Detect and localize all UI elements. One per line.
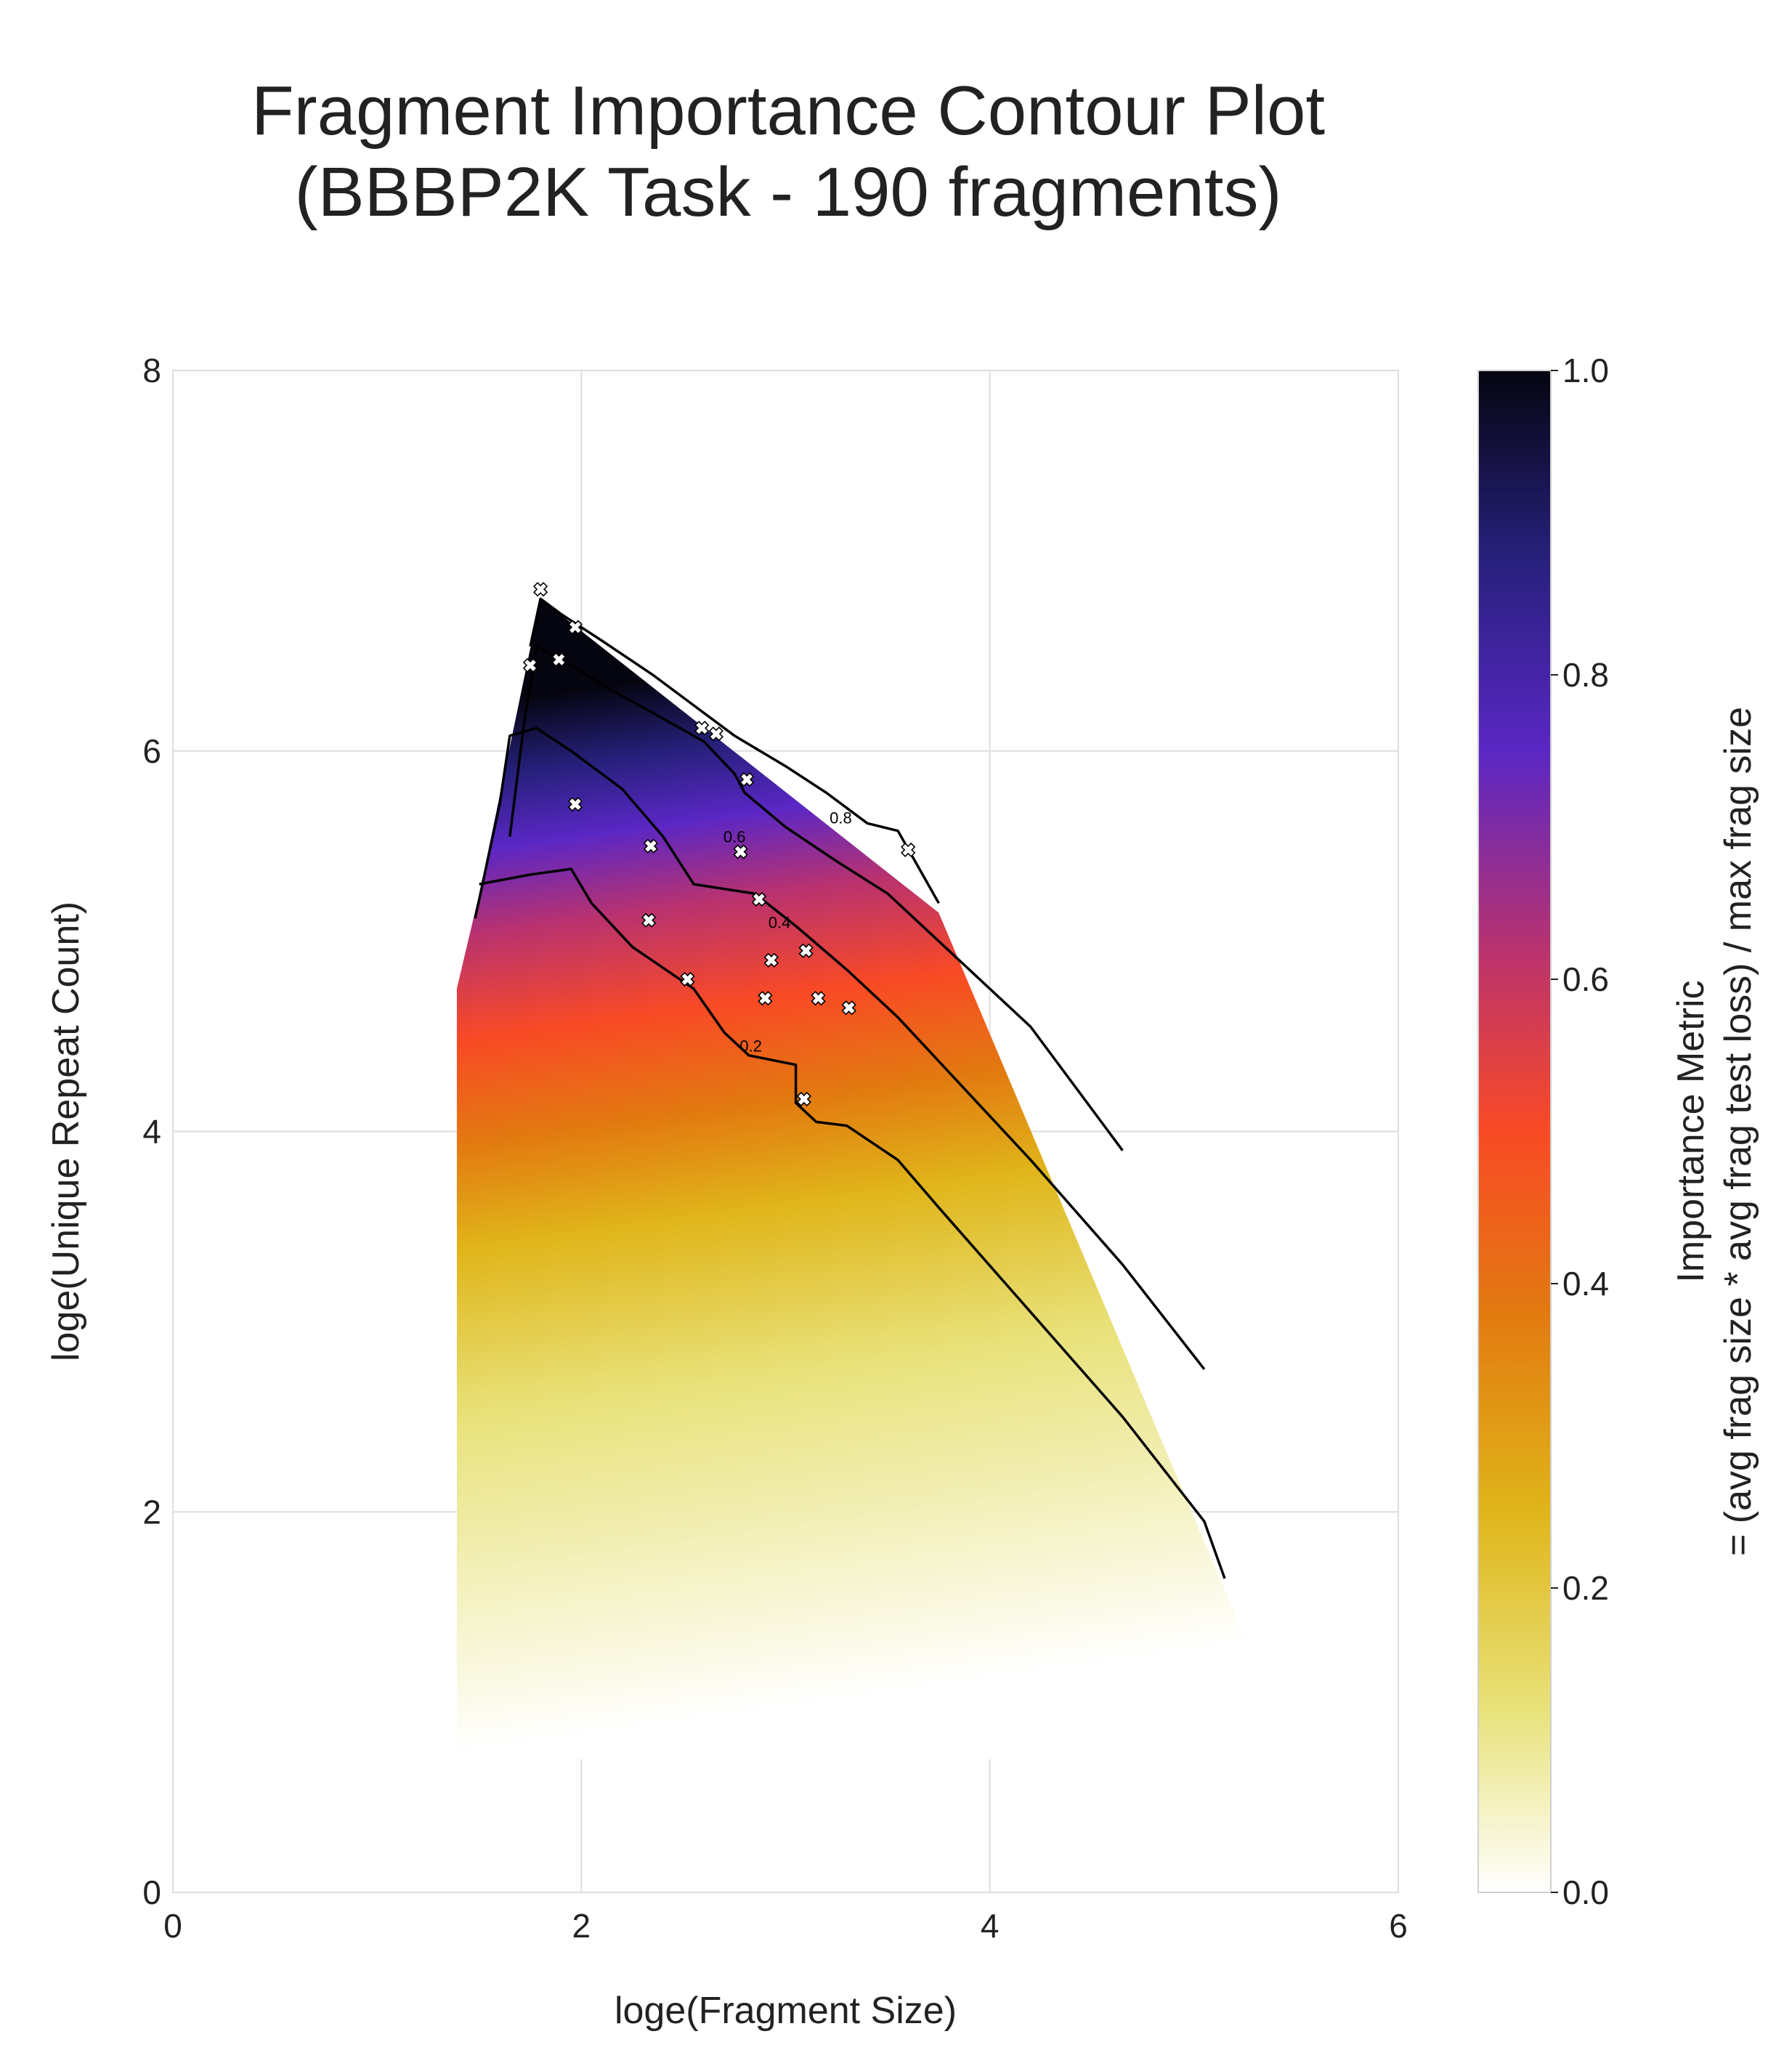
- x-tick-label: 0: [163, 1907, 182, 1945]
- contour-label: 0.6: [723, 828, 746, 846]
- scatter-point: [751, 891, 767, 907]
- scatter-marker: [641, 912, 657, 928]
- scatter-marker: [763, 952, 779, 968]
- scatter-point: [796, 1091, 811, 1107]
- scatter-marker: [680, 971, 695, 987]
- scatter-marker: [694, 721, 710, 736]
- scatter-point: [739, 771, 755, 787]
- scatter-marker: [811, 991, 826, 1006]
- y-tick-label: 2: [142, 1493, 161, 1531]
- scatter-marker: [841, 1000, 856, 1016]
- y-tick-label: 0: [142, 1873, 161, 1911]
- scatter-marker: [532, 582, 548, 597]
- scatter-marker: [739, 771, 755, 787]
- scatter-marker: [708, 726, 724, 742]
- scatter-marker: [901, 842, 916, 858]
- colorbar: 0.0 0.2 0.4 0.6 0.8 1.0 Importance Metric = (av…: [1477, 352, 1759, 1911]
- scatter-point: [522, 657, 538, 673]
- scatter-point: [763, 952, 779, 968]
- contour-line-0.6: [508, 644, 1124, 1151]
- chart-title-line-1: Fragment Importance Contour Plot: [251, 72, 1325, 150]
- scatter-marker: [733, 844, 748, 859]
- contour-line-0.8: [529, 597, 940, 904]
- scatter-marker: [567, 796, 583, 812]
- heatmap-field: [456, 599, 1297, 1759]
- scatter-marker: [796, 1091, 811, 1107]
- colorbar-tick-label: 0.8: [1562, 656, 1609, 694]
- colorbar-tick-label: 0.6: [1562, 960, 1609, 998]
- scatter-layer: [522, 582, 916, 1107]
- scatter-marker: [798, 943, 814, 958]
- x-axis-label: loge(Fragment Size): [615, 1990, 957, 2032]
- colorbar-label-line-2: = (avg frag size * avg frag test loss) /…: [1717, 707, 1759, 1556]
- scatter-point: [643, 838, 659, 854]
- colorbar-tick-label: 0.4: [1562, 1265, 1609, 1303]
- scatter-point: [758, 991, 773, 1006]
- scatter-point: [551, 652, 567, 668]
- importance-field: [456, 599, 1297, 1759]
- scatter-marker: [522, 657, 538, 673]
- scatter-marker: [758, 991, 773, 1006]
- scatter-point: [708, 726, 724, 742]
- scatter-point: [641, 912, 657, 928]
- y-axis-label: loge(Unique Repeat Count): [45, 902, 87, 1361]
- x-tick-label: 2: [572, 1907, 591, 1945]
- colorbar-bar: [1477, 370, 1552, 1893]
- y-tick-label: 4: [142, 1113, 161, 1151]
- axes-layer: 0 2 4 6 0 2 4 6 8 loge(Fragment Size) loge(Unique …: [45, 352, 1408, 2032]
- x-tick-label: 4: [981, 1907, 1000, 1945]
- scatter-marker: [751, 891, 767, 907]
- scatter-point: [841, 1000, 856, 1016]
- scatter-point: [680, 971, 695, 987]
- y-tick-label: 6: [142, 732, 161, 770]
- scatter-point: [733, 844, 748, 859]
- colorbar-tick-label: 0.2: [1562, 1569, 1609, 1607]
- colorbar-label-line-1: Importance Metric: [1670, 980, 1712, 1282]
- scatter-marker: [643, 838, 659, 854]
- x-tick-label: 6: [1389, 1907, 1408, 1945]
- colorbar-tick-label: 0.0: [1562, 1873, 1609, 1911]
- colorbar-tick-label: 1.0: [1562, 352, 1609, 389]
- scatter-point: [567, 620, 583, 635]
- contour-label: 0.4: [769, 913, 791, 931]
- scatter-marker: [567, 620, 583, 635]
- y-tick-label: 8: [142, 352, 161, 389]
- scatter-point: [694, 721, 710, 736]
- scatter-point: [798, 943, 814, 958]
- scatter-point: [567, 796, 583, 812]
- scatter-marker: [551, 652, 567, 668]
- chart-title-line-2: (BBBP2K Task - 190 fragments): [294, 153, 1282, 231]
- contour-label: 0.8: [830, 809, 852, 827]
- contour-layer: 0.2 0.4 0.6 0.8: [474, 597, 1226, 1579]
- contour-line-0.2: [479, 867, 1226, 1579]
- scatter-point: [901, 842, 916, 858]
- scatter-point: [811, 991, 826, 1006]
- scatter-point: [532, 582, 548, 597]
- contour-line-0.4: [474, 726, 1206, 1370]
- contour-label: 0.2: [739, 1037, 762, 1056]
